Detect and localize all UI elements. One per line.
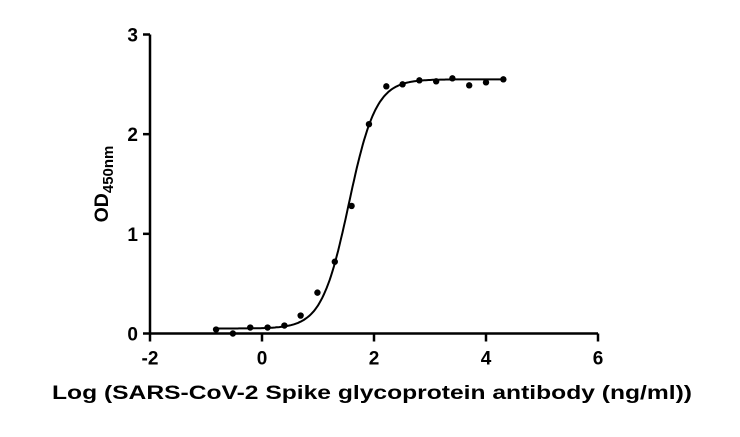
y-axis-label-main: OD xyxy=(91,193,113,222)
data-point xyxy=(482,79,490,86)
y-tick-label: 3 xyxy=(127,26,138,47)
y-tick-label: 1 xyxy=(127,225,138,246)
data-point xyxy=(212,326,220,333)
fit-curve xyxy=(216,78,504,330)
x-axis-label: Log (SARS-CoV-2 Spike glycoprotein antib… xyxy=(52,382,692,404)
data-point xyxy=(331,258,338,265)
x-tick-label: 0 xyxy=(257,349,268,370)
x-tick-label: 2 xyxy=(369,349,380,370)
data-point xyxy=(247,324,254,331)
data-point xyxy=(383,83,390,90)
data-point xyxy=(500,76,507,83)
data-point xyxy=(229,330,237,337)
data-point xyxy=(416,77,423,84)
data-point xyxy=(466,82,473,89)
y-tick-label: 0 xyxy=(127,325,138,346)
data-point xyxy=(348,202,355,210)
data-point xyxy=(432,78,440,85)
data-point xyxy=(365,121,373,128)
x-tick-label: 6 xyxy=(593,349,604,370)
data-point xyxy=(264,324,271,331)
y-axis-label-sub: 450nm xyxy=(100,146,117,194)
data-point xyxy=(399,81,406,88)
x-tick-label: 4 xyxy=(481,349,492,370)
y-tick-label: 2 xyxy=(127,125,138,146)
data-points xyxy=(212,75,507,337)
y-axis-label: OD450nm xyxy=(91,146,117,223)
data-point xyxy=(314,289,321,296)
data-point xyxy=(449,75,456,82)
data-point xyxy=(281,322,288,329)
data-point xyxy=(297,312,304,319)
x-tick-label: -2 xyxy=(142,349,159,370)
